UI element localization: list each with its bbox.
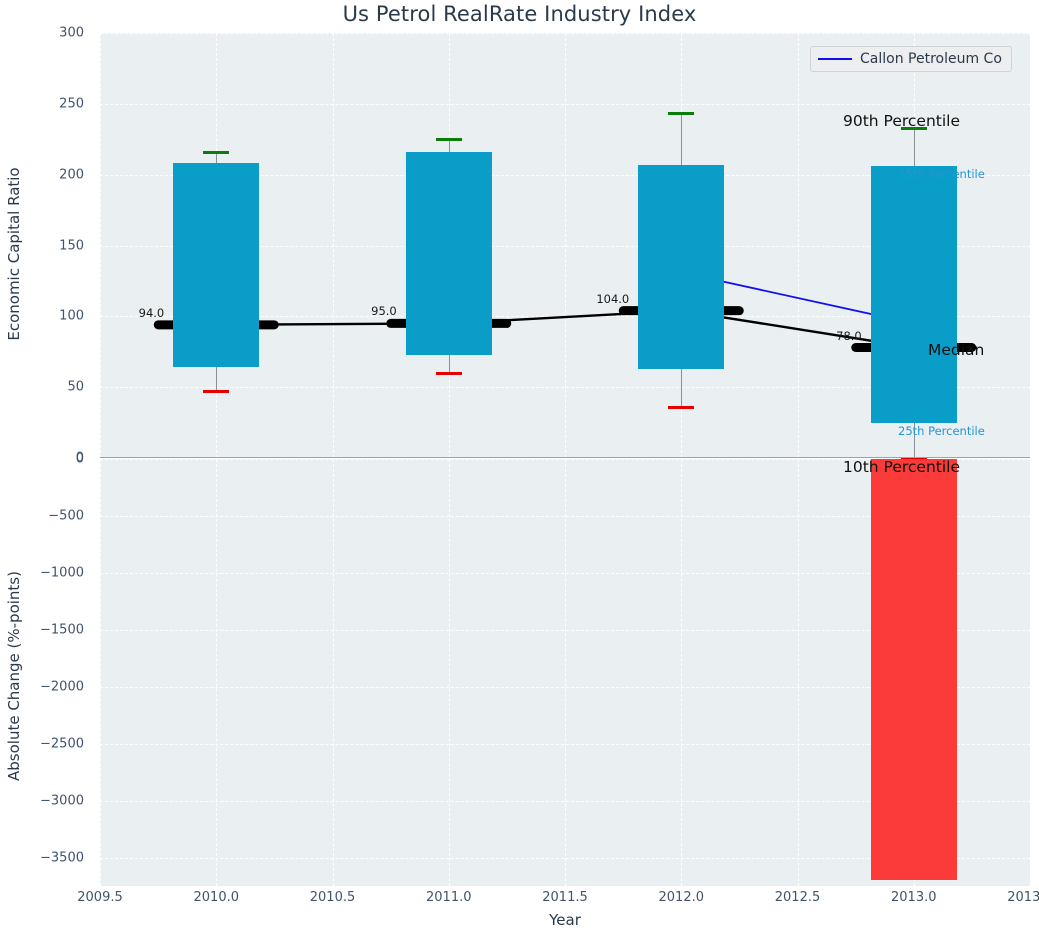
median-value-label-2012: 104.0 <box>596 291 630 306</box>
gridline-x-2009.5 <box>100 33 101 458</box>
y-tick-label-upper-0: 0 <box>75 450 84 466</box>
gridline-x-2012.5 <box>797 459 799 886</box>
x-tick-label-2011.0: 2011.0 <box>426 890 472 905</box>
legend[interactable]: Callon Petroleum Co <box>810 46 1012 72</box>
panel-divider <box>100 457 1030 458</box>
y-tick-label-upper-50: 50 <box>67 379 84 395</box>
box-2012 <box>638 164 725 369</box>
y-tick-label-upper-300: 300 <box>59 25 84 41</box>
median-value-label-2011: 95.0 <box>371 304 397 319</box>
annotation-median: Median <box>928 340 985 359</box>
upper-plot-panel: 94.0 95.0 104.0 78.0 <box>100 33 1030 460</box>
gridline-x-2011 <box>448 459 450 886</box>
y-axis-label-upper: Economic Capital Ratio <box>5 167 23 341</box>
y-tick-label-upper-200: 200 <box>59 167 84 183</box>
median-value-label-2013: 78.0 <box>836 328 862 343</box>
y-tick-label-lower--3000: −3000 <box>40 793 84 809</box>
change-bar-2013 <box>870 459 957 881</box>
annotation-p10: 10th Percentile <box>843 457 961 476</box>
annotation-p75: 75th Percentile <box>898 167 985 182</box>
cap-p90-2011 <box>435 137 462 141</box>
box-2011 <box>405 152 492 355</box>
gridline-x-2010.5 <box>332 459 334 886</box>
box-2010 <box>173 163 260 368</box>
y-tick-label-lower--1500: −1500 <box>40 622 84 638</box>
legend-line-swatch <box>818 58 852 60</box>
y-tick-label-lower--1000: −1000 <box>40 565 84 581</box>
page-title: Us Petrol RealRate Industry Index <box>342 2 697 26</box>
y-tick-label-lower--2500: −2500 <box>40 736 84 752</box>
gridline-x-2011.5 <box>565 33 566 458</box>
box-2013 <box>870 166 957 423</box>
x-tick-label-2011.5: 2011.5 <box>542 890 588 905</box>
x-tick-label-2013.5: 2013.5 <box>1007 890 1039 905</box>
x-tick-label-2012.0: 2012.0 <box>658 890 705 905</box>
y-tick-label-lower-0: 0 <box>75 451 84 467</box>
cap-p10-2011 <box>435 371 462 375</box>
annotation-p25: 25th Percentile <box>898 423 985 438</box>
y-tick-label-lower--3500: −3500 <box>40 850 84 866</box>
x-tick-label-2010.0: 2010.0 <box>193 890 240 905</box>
gridline-x-2012.5 <box>797 33 799 458</box>
y-tick-label-lower--500: −500 <box>48 508 84 524</box>
boxplot-group: 94.0 95.0 104.0 78.0 <box>100 33 1030 460</box>
gridline-x-2012 <box>681 459 683 886</box>
x-axis-label: Year <box>549 911 581 929</box>
cap-p90-2010 <box>203 150 230 154</box>
cap-p10-2012 <box>668 405 695 409</box>
gridline-x-2009.5 <box>100 459 101 886</box>
legend-label-callon-petroleum-co: Callon Petroleum Co <box>860 51 1002 67</box>
lower-plot-panel <box>100 459 1030 886</box>
x-tick-label-2012.5: 2012.5 <box>774 890 821 905</box>
cap-p10-2013 <box>900 456 927 460</box>
x-tick-label-2013.0: 2013.0 <box>891 890 937 905</box>
x-tick-label-2010.5: 2010.5 <box>309 890 356 905</box>
y-tick-label-upper-150: 150 <box>59 238 84 253</box>
gridline-x-2011.5 <box>565 459 566 886</box>
x-tick-label-2009.5: 2009.5 <box>77 890 123 905</box>
y-tick-label-lower--2000: −2000 <box>40 679 84 695</box>
median-value-label-2010: 94.0 <box>138 305 165 320</box>
cap-p90-2012 <box>668 112 695 116</box>
gridline-x-2010.5 <box>332 33 334 458</box>
cap-p90-2013 <box>900 126 927 130</box>
cap-p10-2010 <box>203 390 230 393</box>
y-tick-label-upper-100: 100 <box>59 308 84 324</box>
gridline-x-2010 <box>216 459 218 886</box>
annotation-p90: 90th Percentile <box>843 111 961 130</box>
y-tick-label-upper-250: 250 <box>59 96 84 112</box>
change-bar-group <box>100 459 1030 886</box>
